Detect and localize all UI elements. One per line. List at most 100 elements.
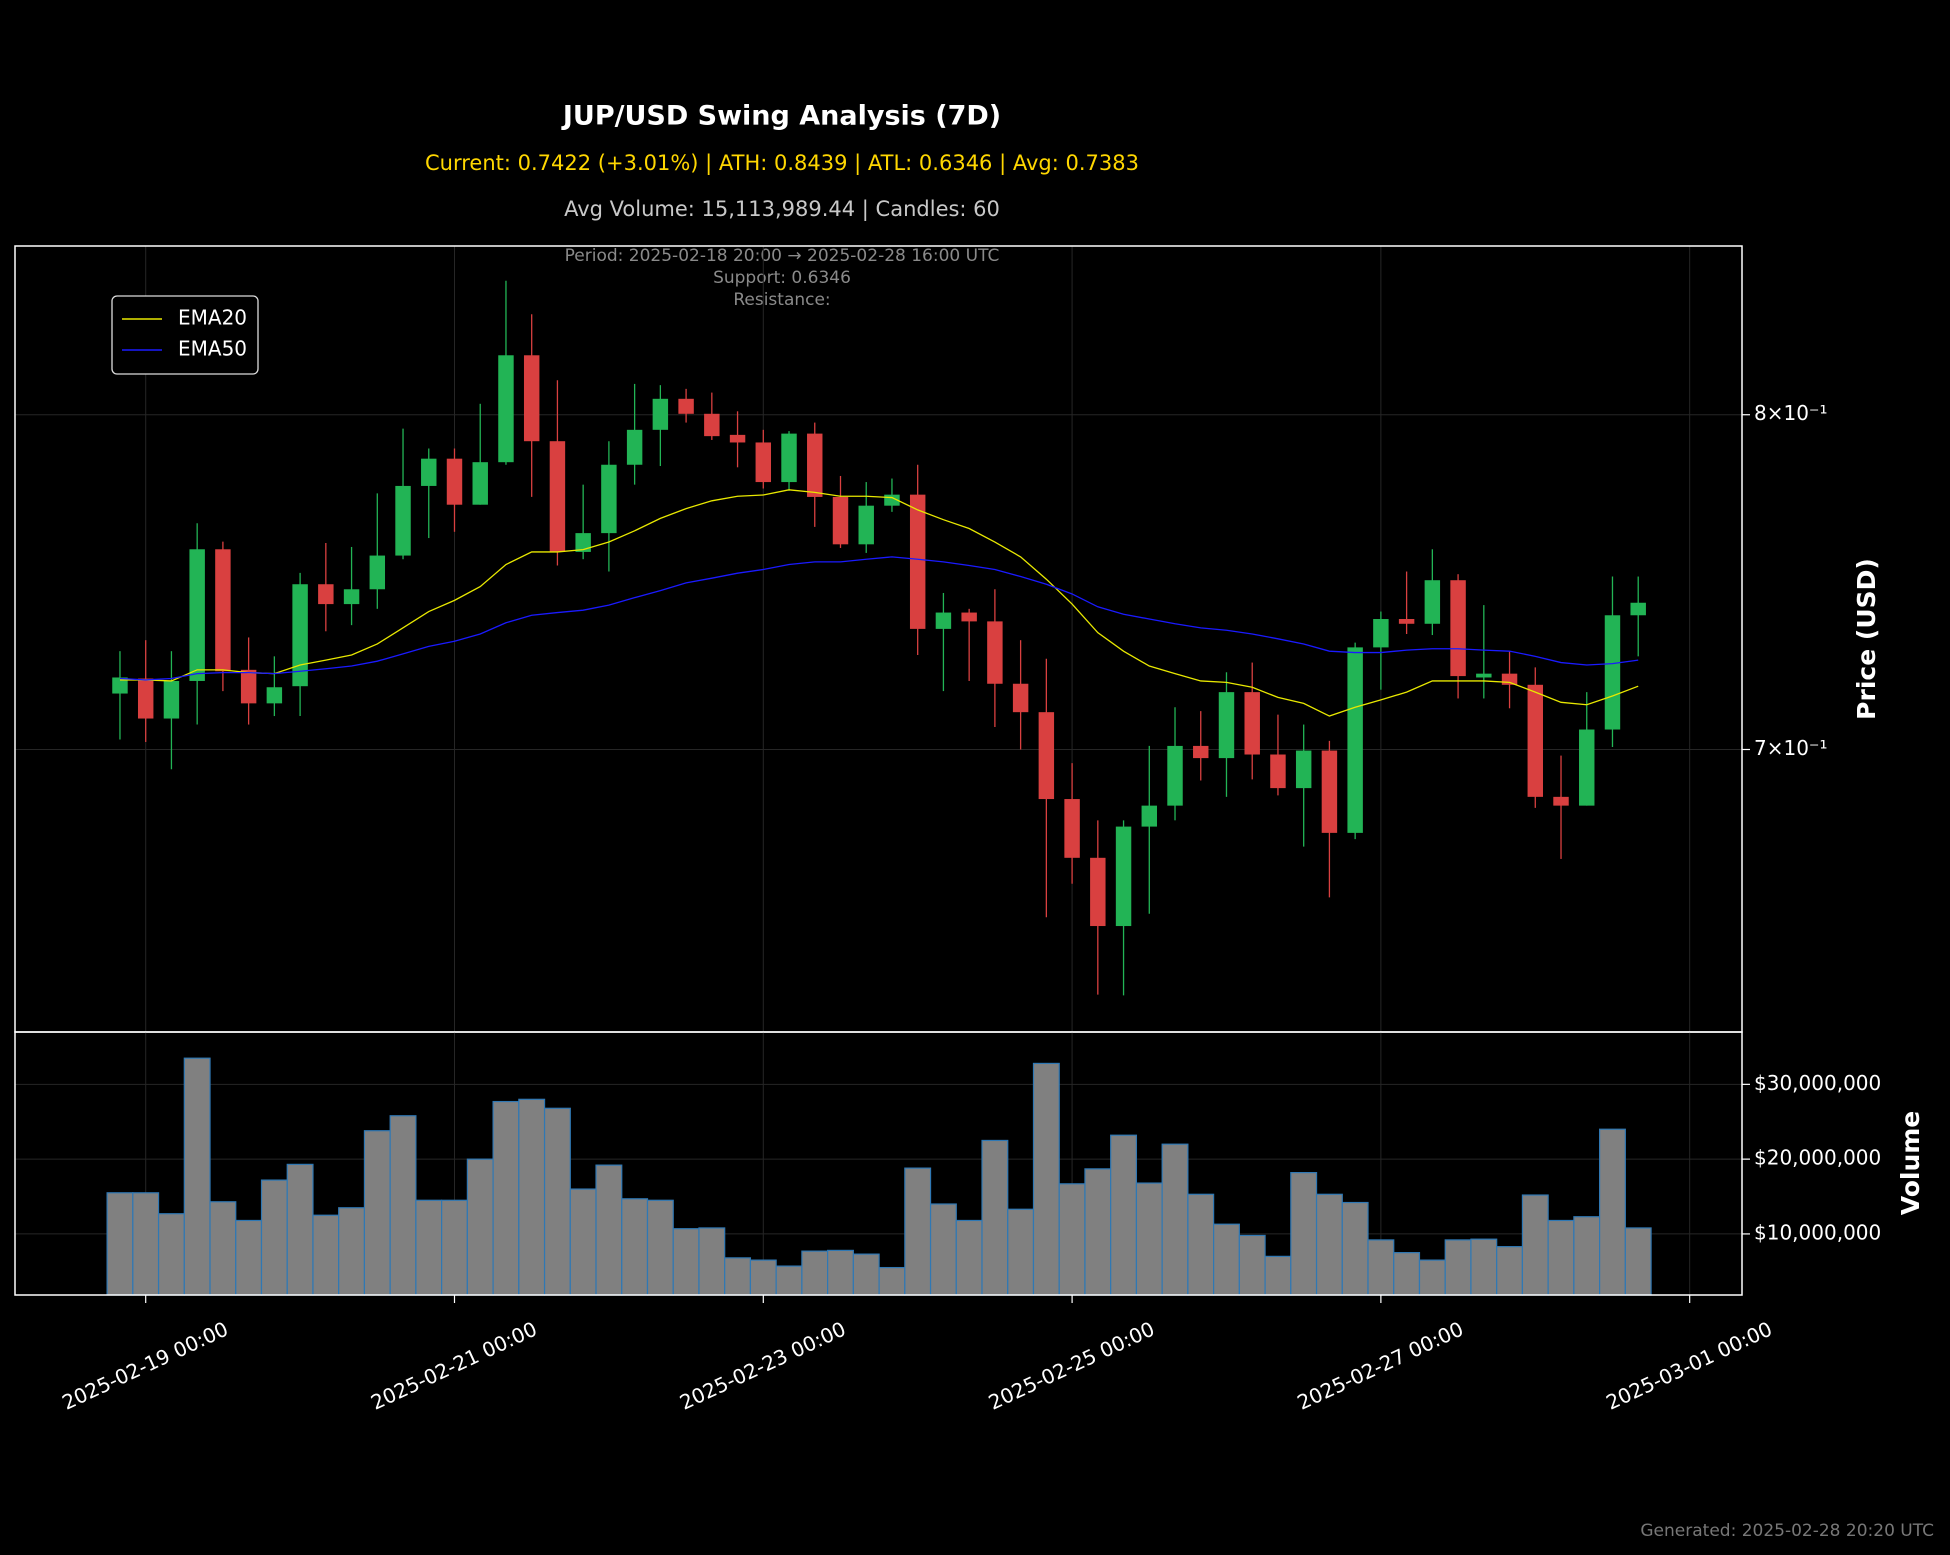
plot-frame — [14, 245, 1743, 1033]
volume-bar — [1315, 1193, 1343, 1296]
candle-body — [807, 433, 823, 497]
candle-body — [163, 680, 180, 719]
legend-label: EMA20 — [178, 306, 247, 330]
volume-bar — [749, 1259, 777, 1296]
candle-body — [909, 494, 926, 629]
candle-body — [781, 433, 797, 483]
volume-bar — [1444, 1239, 1472, 1296]
candle-body — [1373, 619, 1389, 648]
volume-bar — [132, 1192, 160, 1296]
candle-body — [1218, 692, 1235, 759]
volume-bar — [929, 1203, 957, 1296]
candle-body — [1321, 750, 1338, 833]
candle-body — [189, 549, 205, 681]
x-tick-label: 2025-02-23 00:00 — [676, 1317, 849, 1415]
candle-body — [549, 441, 566, 552]
candle-body — [755, 442, 772, 483]
volume-bar — [209, 1201, 237, 1296]
candle-body — [1450, 580, 1466, 677]
candle-body — [266, 687, 283, 704]
volume-bar — [595, 1164, 623, 1296]
candle-body — [832, 496, 849, 545]
candle-body — [575, 533, 591, 552]
y-tick-label: $30,000,000 — [1754, 1071, 1881, 1095]
volume-bar — [569, 1188, 597, 1296]
volume-bar — [852, 1253, 880, 1296]
volume-bar — [235, 1219, 263, 1296]
y-tick-label: $10,000,000 — [1754, 1220, 1881, 1244]
candle-body — [1064, 799, 1080, 858]
volume-bar — [646, 1199, 674, 1296]
candle-body — [1167, 745, 1183, 806]
volume-bar — [1418, 1259, 1446, 1296]
volume-bar — [775, 1265, 803, 1296]
candle-body — [1244, 692, 1260, 755]
volume-bar — [1496, 1246, 1524, 1296]
candle-body — [1090, 857, 1106, 927]
legend-box — [111, 295, 259, 375]
volume-bar — [183, 1057, 211, 1296]
candle-body — [1115, 826, 1132, 927]
candle-body — [1424, 580, 1441, 624]
candle-body — [498, 355, 514, 463]
volume-bar — [492, 1100, 520, 1296]
volume-bar — [1521, 1194, 1549, 1296]
y-tick-label: 7×10⁻¹ — [1754, 736, 1828, 760]
volume-bar — [543, 1107, 571, 1296]
chart-title: JUP/USD Swing Analysis (7D) — [561, 101, 1001, 132]
volume-bar — [955, 1219, 983, 1296]
candle-body — [1038, 712, 1055, 800]
volume-bar — [1367, 1239, 1395, 1296]
candle-body — [1630, 602, 1646, 616]
candle-body — [1295, 750, 1312, 789]
candle-body — [1141, 805, 1158, 827]
volume-bar — [1290, 1171, 1318, 1296]
candle-body — [626, 429, 643, 465]
volume-bar — [106, 1192, 134, 1296]
volume-bar — [1187, 1193, 1215, 1296]
candle-body — [987, 621, 1003, 684]
volume-bar — [338, 1207, 366, 1296]
candle-body — [1527, 684, 1543, 797]
candle-body — [601, 464, 617, 534]
volume-bar — [1007, 1208, 1035, 1296]
candle-body — [112, 677, 128, 694]
candle-body — [1270, 754, 1286, 789]
candle-body — [446, 458, 463, 505]
candle-body — [343, 589, 360, 605]
volume-bar — [1135, 1182, 1163, 1296]
candle-body — [961, 612, 977, 622]
volume-bar — [286, 1163, 314, 1296]
volume-bar — [1547, 1219, 1575, 1296]
candle-body — [935, 612, 952, 629]
candle-body — [729, 434, 746, 443]
x-tick-label: 2025-02-27 00:00 — [1294, 1317, 1467, 1415]
candle-body — [369, 555, 386, 590]
candle-body — [1501, 673, 1518, 685]
y-axis-label: Price (USD) — [1852, 558, 1881, 720]
volume-bar — [1624, 1227, 1652, 1296]
volume-bar — [698, 1227, 726, 1296]
candle-body — [292, 584, 308, 687]
candle-body — [704, 413, 720, 437]
candle-body — [240, 669, 257, 704]
volume-bar — [981, 1139, 1009, 1296]
volume-bar — [672, 1228, 700, 1296]
annotation: Period: 2025-02-18 20:00 → 2025-02-28 16… — [565, 246, 1000, 266]
candle-body — [1476, 673, 1492, 678]
candle-body — [1398, 619, 1415, 624]
volume-bar — [1341, 1201, 1369, 1296]
volume-bar — [1058, 1183, 1086, 1296]
candle-body — [652, 398, 669, 430]
chart-subtitle: Current: 0.7422 (+3.01%) | ATH: 0.8439 |… — [425, 151, 1139, 176]
candle-body — [318, 584, 334, 605]
candle-body — [472, 462, 488, 505]
candle-body — [215, 549, 231, 672]
candle-body — [1012, 683, 1029, 713]
volume-bar — [1599, 1128, 1626, 1296]
x-tick-label: 2025-02-21 00:00 — [367, 1317, 540, 1415]
ema-line — [119, 489, 1639, 717]
candle-body — [884, 494, 900, 506]
